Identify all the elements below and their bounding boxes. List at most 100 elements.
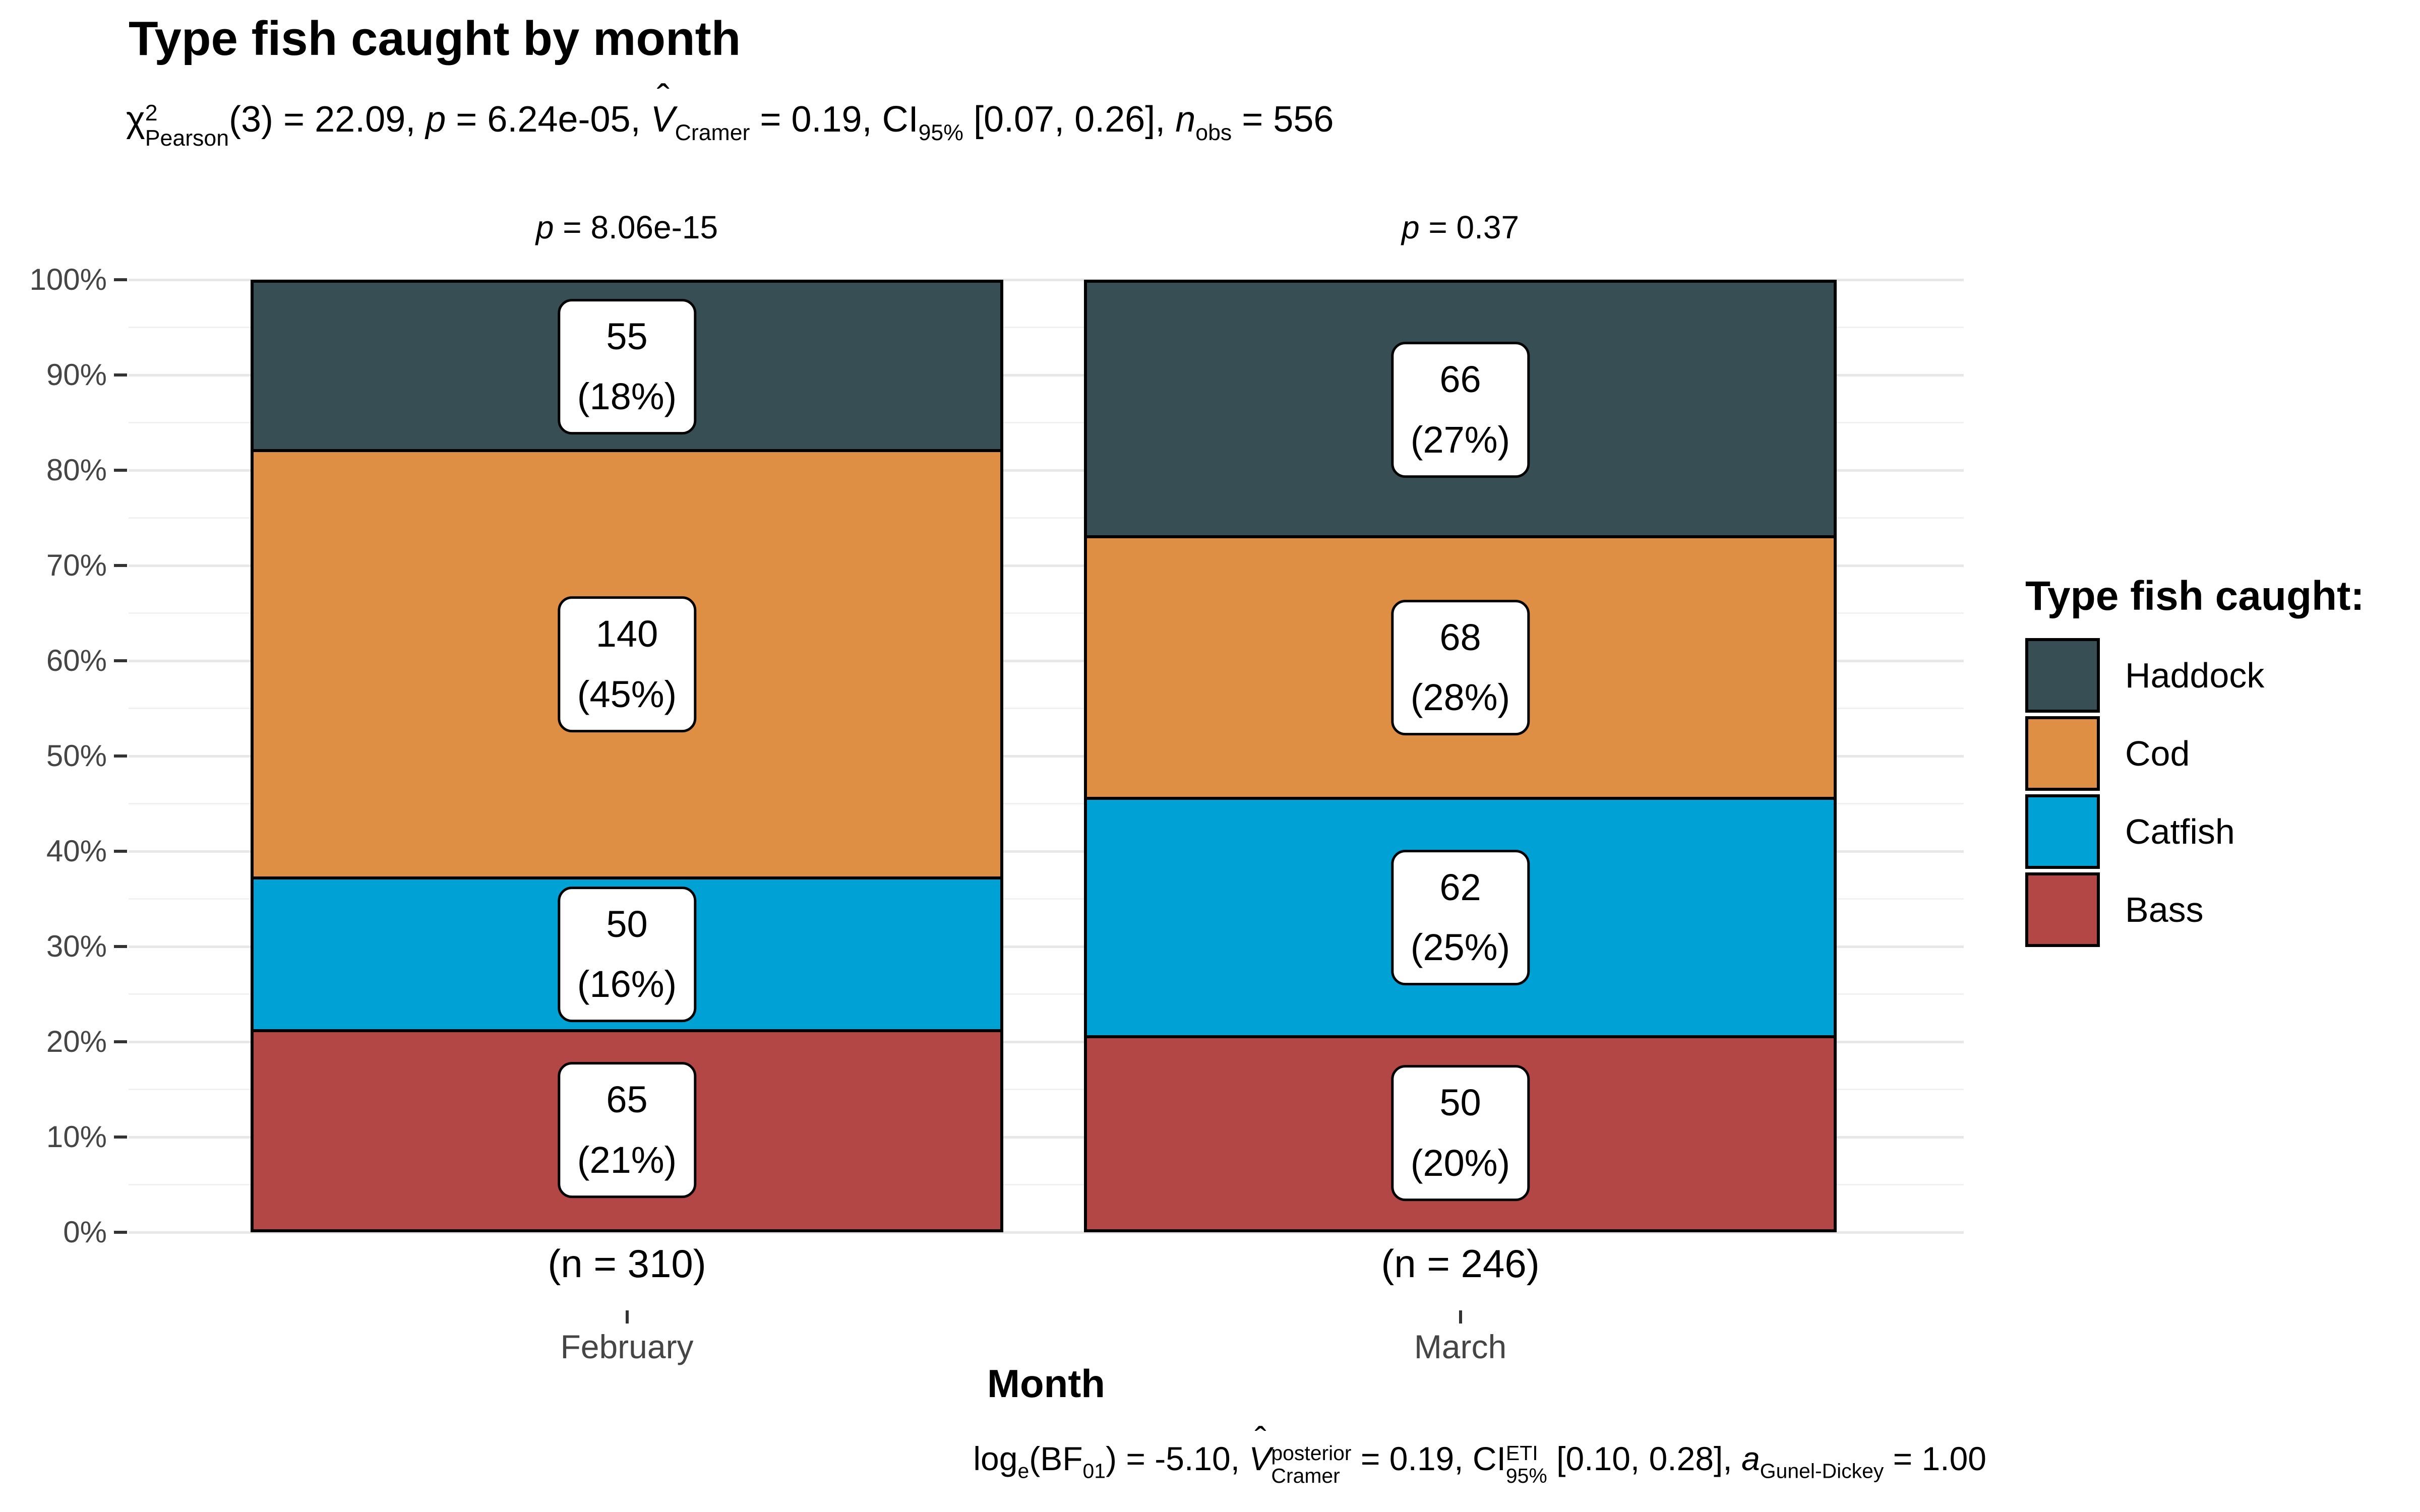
legend-key-swatch-cod [2025, 716, 2100, 791]
gridline-minor [129, 1089, 1964, 1090]
segment-count-label-haddock-february: 55 (18%) [557, 298, 697, 435]
segment-divider [254, 1029, 1000, 1032]
y-axis-tick-label: 80% [46, 453, 107, 487]
y-axis-tick-label: 20% [46, 1025, 107, 1058]
gridline-major [129, 278, 1964, 281]
y-axis-tick [114, 1136, 127, 1139]
hat-accent: ˆ [1254, 1419, 1266, 1459]
segment-count: 50 [606, 903, 648, 945]
y-axis-tick [114, 278, 127, 281]
segment-count-label-catfish-march: 62 (25%) [1390, 849, 1530, 986]
chart-title: Type fish caught by month [129, 12, 741, 66]
gridline-major [129, 469, 1964, 472]
x-axis-tick-label-march: March [1414, 1328, 1507, 1365]
y-axis-tick [114, 373, 127, 376]
legend-item-label: Bass [2125, 890, 2204, 929]
y-axis-tick [114, 1040, 127, 1043]
y-axis-tick [114, 850, 127, 853]
segment-divider [1087, 797, 1834, 800]
sample-size-label-february: (n = 310) [548, 1241, 706, 1286]
gridline-minor [129, 612, 1964, 614]
legend-item-bass: Bass [2025, 872, 2365, 947]
gridline-minor [129, 993, 1964, 995]
segment-percent: (20%) [1410, 1142, 1510, 1184]
gridline-major [129, 850, 1964, 853]
gridline-major [129, 754, 1964, 758]
stacked-bar-february [251, 280, 1003, 1232]
x-axis-tick-label-february: February [560, 1328, 694, 1365]
y-axis-tick [114, 469, 127, 472]
legend-key-swatch-haddock [2025, 638, 2100, 713]
segment-divider [1087, 1035, 1834, 1038]
gridline-major [129, 564, 1964, 567]
gridline-minor [129, 708, 1964, 709]
legend-key-swatch-catfish [2025, 794, 2100, 869]
legend: Type fish caught: Haddock Cod Catfish Bass [2025, 573, 2365, 951]
y-axis-tick [114, 1231, 127, 1234]
sample-size-label-march: (n = 246) [1381, 1241, 1540, 1286]
segment-percent: (25%) [1410, 926, 1510, 969]
legend-item-catfish: Catfish [2025, 794, 2365, 869]
y-axis-tick-label: 10% [46, 1120, 107, 1154]
gridline-minor [129, 422, 1964, 423]
segment-count: 68 [1439, 616, 1481, 658]
segment-count: 50 [1439, 1082, 1481, 1124]
gridline-major [129, 1040, 1964, 1043]
legend-title: Type fish caught: [2025, 573, 2365, 619]
segment-percent: (21%) [577, 1139, 677, 1181]
y-axis-tick-label: 70% [46, 548, 107, 582]
segment-count: 62 [1439, 866, 1481, 908]
gridline-minor [129, 803, 1964, 804]
x-axis-tick [1459, 1310, 1462, 1324]
legend-items: Haddock Cod Catfish Bass [2025, 638, 2365, 947]
gridline-major [129, 945, 1964, 948]
chart-subtitle-stats: χ 2 Pearson (3) = 22.09, p = 6.24e-05, ˆ VCr… [126, 77, 1334, 151]
gridline-minor [129, 327, 1964, 328]
segment-count-label-haddock-march: 66 (27%) [1390, 342, 1530, 478]
segment-count: 140 [595, 613, 658, 655]
gridline-minor [129, 898, 1964, 900]
y-axis-tick [114, 754, 127, 758]
segment-count-label-cod-february: 140 (45%) [557, 596, 697, 732]
y-axis-tick [114, 945, 127, 948]
y-axis-tick-label: 50% [46, 739, 107, 773]
formula-stack: posterior Cramer [1271, 1441, 1352, 1488]
legend-item-label: Haddock [2125, 656, 2265, 695]
formula-stack: ETI 95% [1505, 1441, 1547, 1488]
y-axis-tick-label: 90% [46, 358, 107, 392]
gridline-major [129, 659, 1964, 662]
y-axis-tick-label: 0% [63, 1215, 107, 1249]
segment-count: 66 [1439, 358, 1481, 401]
segment-percent: (27%) [1410, 419, 1510, 461]
gridline-minor [129, 517, 1964, 519]
facet-p-value-march: p = 0.37 [1401, 209, 1520, 245]
segment-percent: (16%) [577, 963, 677, 1005]
segment-percent: (28%) [1410, 676, 1510, 719]
y-axis-tick [114, 564, 127, 567]
x-axis-title: Month [987, 1361, 1105, 1406]
segment-percent: (45%) [577, 673, 677, 715]
y-axis-tick-label: 60% [46, 644, 107, 677]
segment-count-label-bass-february: 65 (21%) [557, 1062, 697, 1198]
gridline-major [129, 1231, 1964, 1234]
segment-count-label-cod-march: 68 (28%) [1390, 599, 1530, 736]
segment-count: 65 [606, 1079, 648, 1121]
segment-divider [1087, 535, 1834, 538]
segment-count: 55 [606, 315, 648, 357]
segment-count-label-bass-march: 50 (20%) [1390, 1065, 1530, 1201]
x-axis-tick [625, 1310, 629, 1324]
gridline-major [129, 1136, 1964, 1139]
legend-item-haddock: Haddock [2025, 638, 2365, 713]
gridline-major [129, 373, 1964, 376]
facet-p-value-february: p = 8.06e-15 [535, 209, 718, 245]
formula-stack: 2 Pearson [145, 100, 229, 151]
y-axis-tick-label: 40% [46, 834, 107, 868]
y-axis-tick-label: 30% [46, 929, 107, 963]
hat-accent: ˆ [656, 77, 670, 120]
y-axis-tick-label: 100% [29, 263, 107, 296]
y-axis-tick [114, 659, 127, 662]
segment-count-label-catfish-february: 50 (16%) [557, 886, 697, 1023]
segment-divider [254, 449, 1000, 452]
